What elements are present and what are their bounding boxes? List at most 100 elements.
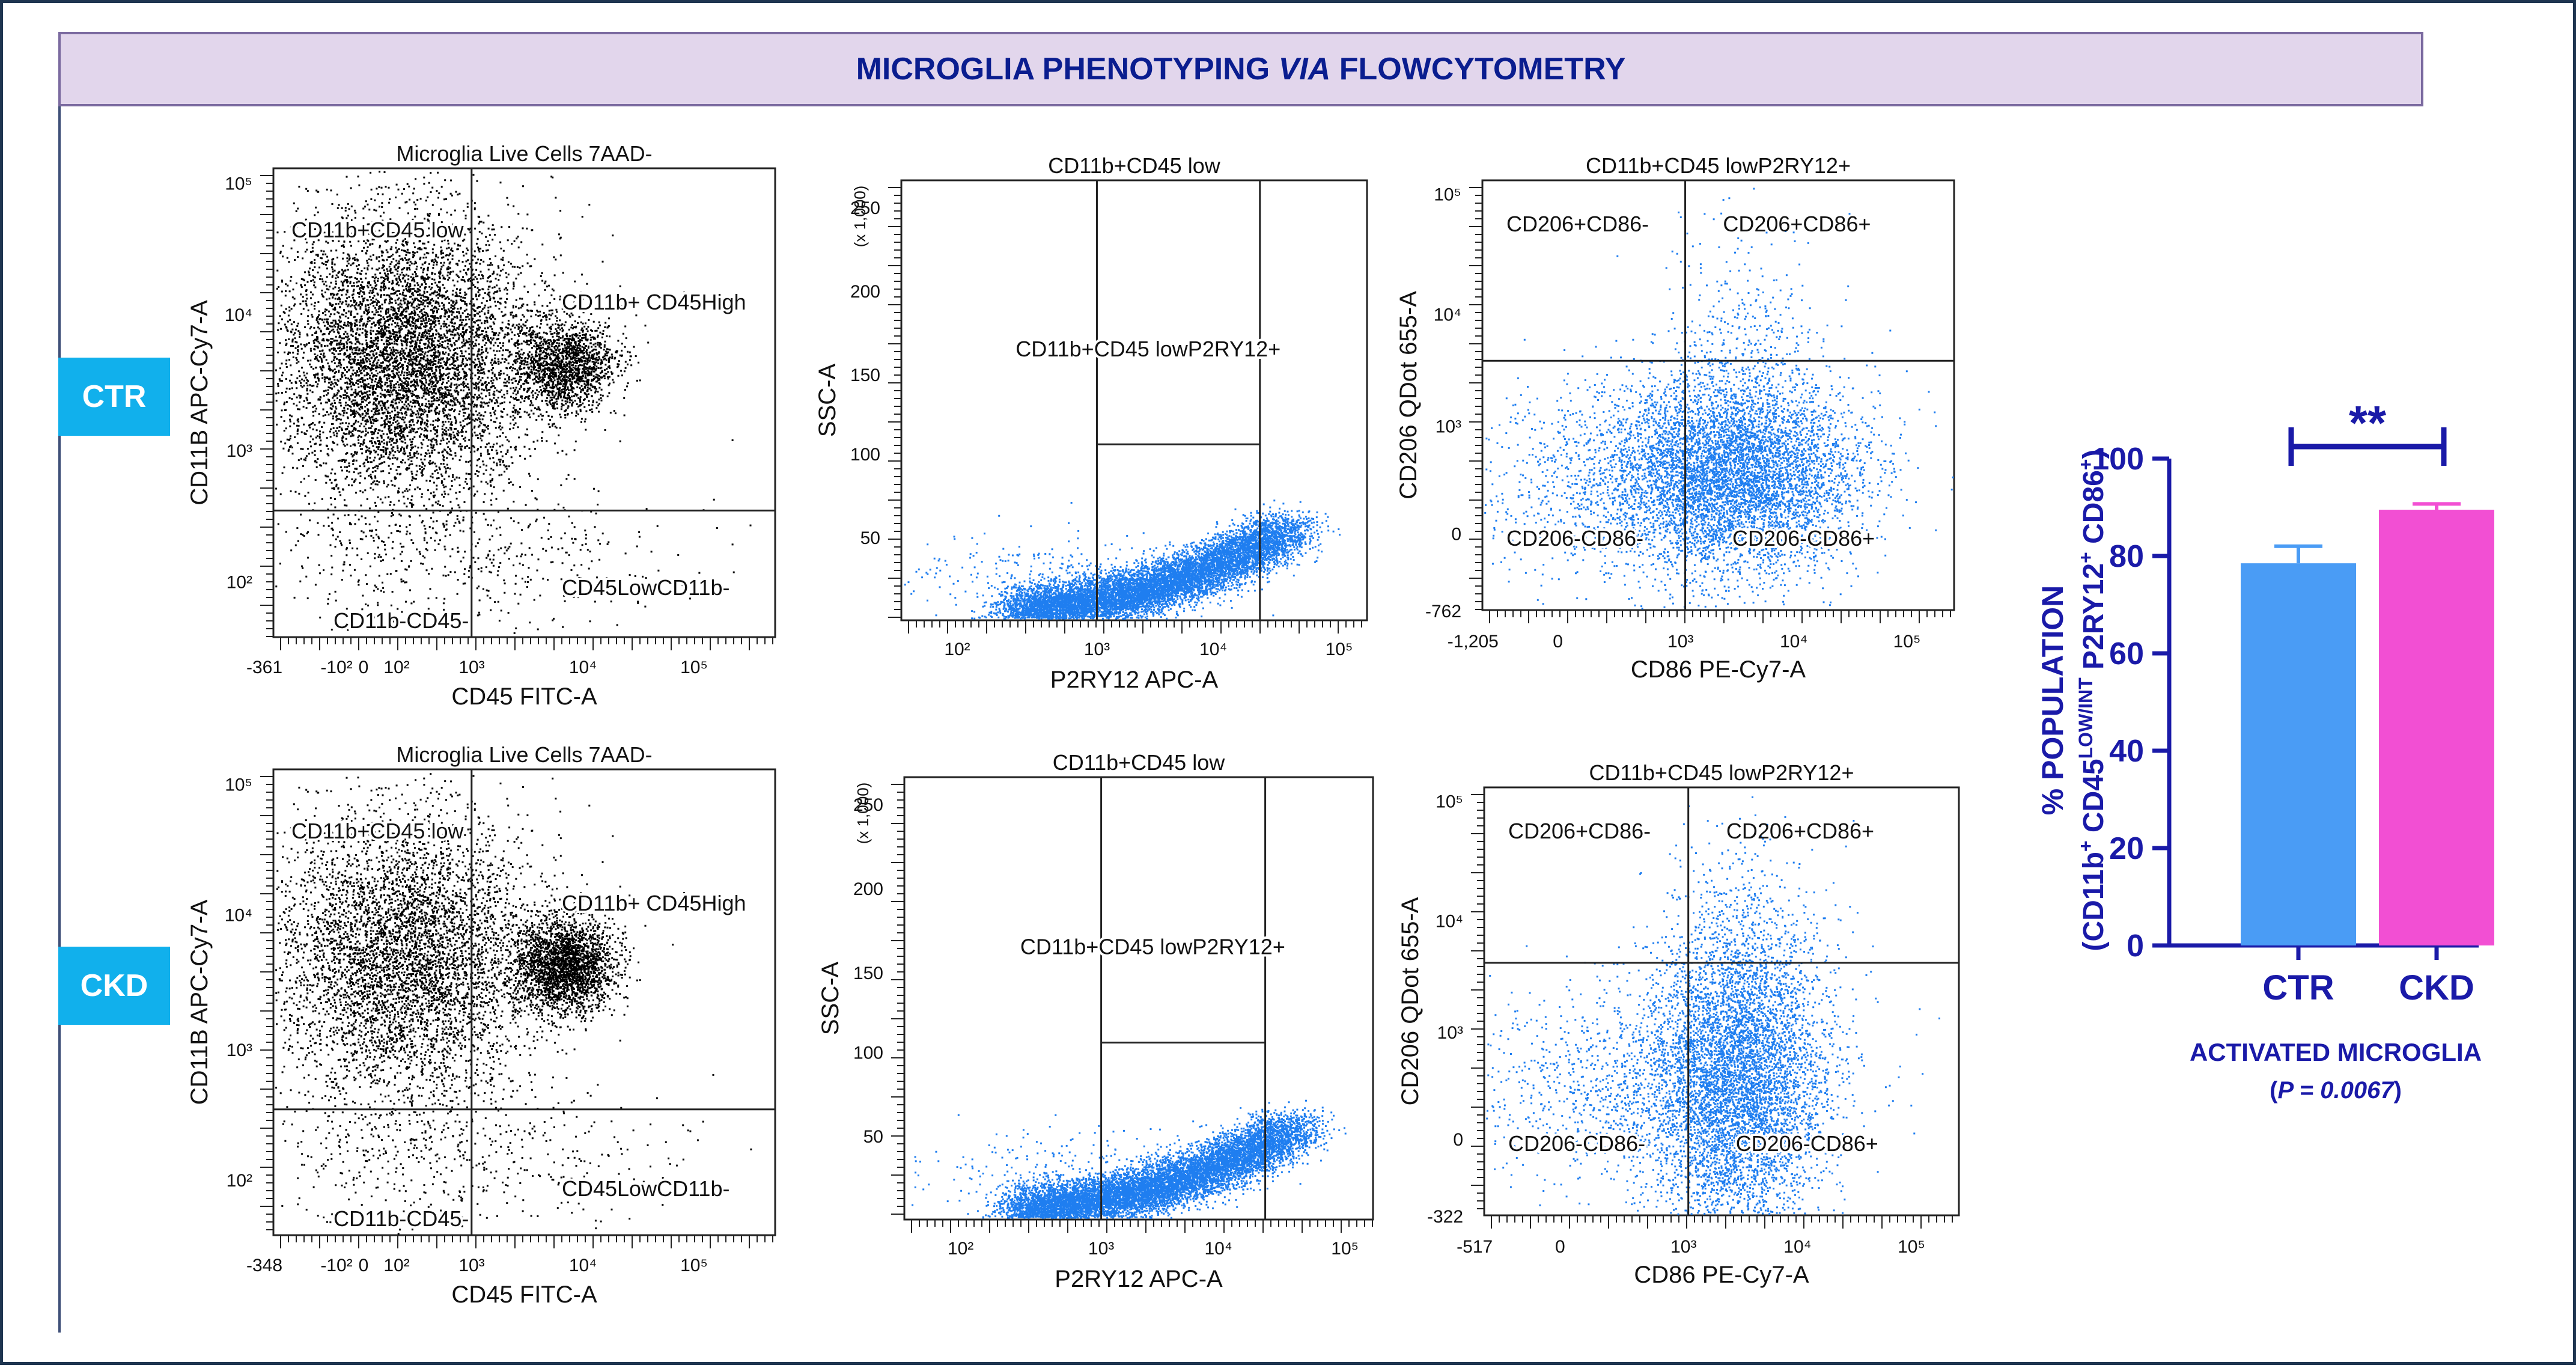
x-tick-label: 10⁴ xyxy=(1780,632,1807,652)
x-tick-label: 10⁵ xyxy=(1898,1237,1925,1257)
x-axis-label: P2RY12 APC-A xyxy=(1055,1266,1223,1292)
y-axis-minor-ticks xyxy=(260,776,273,1230)
plot-title: CD11b+CD45 low xyxy=(1053,750,1225,775)
x-tick-label: 10² xyxy=(944,640,970,659)
scatter-events xyxy=(275,171,686,610)
x-axis-minor-ticks xyxy=(908,620,1362,634)
gate-label: CD11b+CD45 lowP2RY12+ xyxy=(1015,337,1280,361)
figure-title: MICROGLIA PHENOTYPING VIA FLOWCYTOMETRY xyxy=(856,52,1626,87)
scatter-events xyxy=(489,886,674,1051)
y-tick-label: 50 xyxy=(863,1127,883,1147)
y-tick-label: -322 xyxy=(1427,1207,1463,1227)
y-tick-label: 200 xyxy=(850,282,880,302)
y-axis-label-part: CD86 xyxy=(2078,470,2110,552)
p-value-paren: ) xyxy=(2394,1077,2402,1104)
x-tick-label: -1,205 xyxy=(1448,632,1499,652)
x-axis-label: P2RY12 APC-A xyxy=(1050,667,1219,693)
x-tick-label: 10³ xyxy=(458,658,484,677)
y-tick-label: 250 xyxy=(853,795,883,815)
y-tick-label: 10⁵ xyxy=(225,174,252,194)
y-axis-label-part: + xyxy=(2075,459,2096,471)
x-axis-minor-ticks xyxy=(911,1220,1373,1233)
x-tick-label: 10³ xyxy=(1088,1239,1114,1259)
x-tick-label: 0 xyxy=(359,1256,369,1275)
y-axis-label-part: CD45 xyxy=(2078,759,2110,840)
flow-plot-panel: CD11b+CD45 lowP2RY12+ CD86 PE-Cy7-A CD206 … xyxy=(1395,153,1955,683)
y-tick-label: 100 xyxy=(850,445,880,465)
y-tick-label: 10³ xyxy=(227,441,252,461)
y-axis-label-markers: (CD11b+ CD45LOW/INT P2RY12+ CD86+) xyxy=(2075,450,2110,951)
y-tick-label: 250 xyxy=(850,198,880,218)
y-axis-label: CD206 QDot 655-A xyxy=(1395,291,1422,499)
y-tick-label: 150 xyxy=(850,365,880,385)
gate-label: CD45LowCD11b- xyxy=(562,575,729,600)
x-tick-label: 10² xyxy=(948,1239,973,1259)
plot-title: Microglia Live Cells 7AAD- xyxy=(396,141,652,166)
gate-label: CD206-CD86- xyxy=(1508,1131,1645,1156)
scatter-events xyxy=(281,1060,752,1235)
scatter-events xyxy=(971,499,1341,620)
x-tick-label: -348 xyxy=(246,1256,282,1275)
gate-label: CD11b+CD45 low xyxy=(291,218,464,242)
p-value-text: P = 0.0067 xyxy=(2277,1077,2395,1104)
figure-title-bar: MICROGLIA PHENOTYPING VIA FLOWCYTOMETRY xyxy=(58,32,2423,106)
significance-stars: ** xyxy=(2349,396,2387,450)
x-tick-label: 0 xyxy=(1553,632,1563,652)
x-axis-minor-ticks xyxy=(280,1235,773,1248)
y-tick-label: 10² xyxy=(227,1171,252,1191)
x-tick-label: CKD xyxy=(2399,968,2474,1007)
row-label-ctr: CTR xyxy=(58,358,170,436)
y-tick-label: 10³ xyxy=(1436,417,1461,437)
gate-label: CD206+CD86+ xyxy=(1726,819,1874,843)
row-label-ckd: CKD xyxy=(58,947,170,1025)
y-tick-label: 100 xyxy=(2092,442,2144,477)
y-tick-label: 0 xyxy=(1453,1130,1463,1150)
gate-label: CD11b+CD45 lowP2RY12+ xyxy=(1020,934,1285,959)
flow-plot-panel: CD11b+CD45 low P2RY12 APC-A SSC-A CD11b+CD4… xyxy=(814,153,1368,693)
x-tick-label: -10² xyxy=(320,658,352,677)
flow-plot-panel: Microglia Live Cells 7AAD- CD45 FITC-A CD1… xyxy=(186,742,776,1308)
x-tick-label: 10⁴ xyxy=(569,658,597,677)
x-tick-label: 10³ xyxy=(1084,640,1110,659)
gate-label: CD206+CD86- xyxy=(1506,212,1649,236)
flow-cytometry-plots: Microglia Live Cells 7AAD- CD45 FITC-A CD1… xyxy=(186,141,1960,1308)
y-tick-label: 80 xyxy=(2109,539,2144,574)
x-axis-label: CD45 FITC-A xyxy=(451,1281,597,1308)
y-tick-label: 10³ xyxy=(1437,1023,1463,1043)
x-tick-label: 0 xyxy=(1555,1237,1565,1257)
x-tick-label: 10² xyxy=(383,658,409,677)
x-tick-label: -10² xyxy=(320,1256,352,1275)
x-tick-label: 10³ xyxy=(1667,632,1693,652)
y-axis-label: SSC-A xyxy=(817,962,844,1036)
y-axis-label: SSC-A xyxy=(814,364,841,438)
y-tick-label: 200 xyxy=(853,879,883,899)
scatter-events xyxy=(1486,943,1940,1214)
y-axis-minor-ticks xyxy=(1471,794,1484,1209)
y-tick-label: 100 xyxy=(853,1043,883,1063)
x-tick-label: 10⁴ xyxy=(1783,1237,1811,1257)
scatter-events xyxy=(480,292,650,451)
y-axis-label-part: + xyxy=(2075,840,2096,852)
x-tick-label: 0 xyxy=(359,658,369,677)
x-tick-label: -361 xyxy=(246,658,282,677)
flow-plot-panel: Microglia Live Cells 7AAD- CD45 FITC-A CD1… xyxy=(186,141,776,710)
x-axis-minor-ticks xyxy=(280,637,773,650)
bar-ctr xyxy=(2241,563,2356,945)
x-axis-minor-ticks xyxy=(1491,1215,1953,1229)
y-axis-minor-ticks xyxy=(1469,187,1482,610)
y-tick-label: 0 xyxy=(2127,929,2144,963)
scatter-events xyxy=(1484,334,1936,608)
y-tick-label: 0 xyxy=(1451,524,1461,544)
y-tick-label: 10⁴ xyxy=(225,905,252,925)
x-axis-label: CD86 PE-Cy7-A xyxy=(1634,1262,1809,1288)
plot-frame xyxy=(1481,179,1955,611)
x-tick-label: 10⁴ xyxy=(1204,1239,1232,1259)
x-tick-label: 10⁵ xyxy=(1893,632,1921,652)
y-axis-minor-ticks xyxy=(888,187,901,618)
y-tick-label: 10⁴ xyxy=(1434,305,1461,325)
x-tick-label: -517 xyxy=(1457,1237,1493,1257)
y-tick-label: 10² xyxy=(227,572,252,592)
y-axis-label-part: ) xyxy=(2078,450,2110,459)
y-axis-minor-ticks xyxy=(260,175,273,637)
